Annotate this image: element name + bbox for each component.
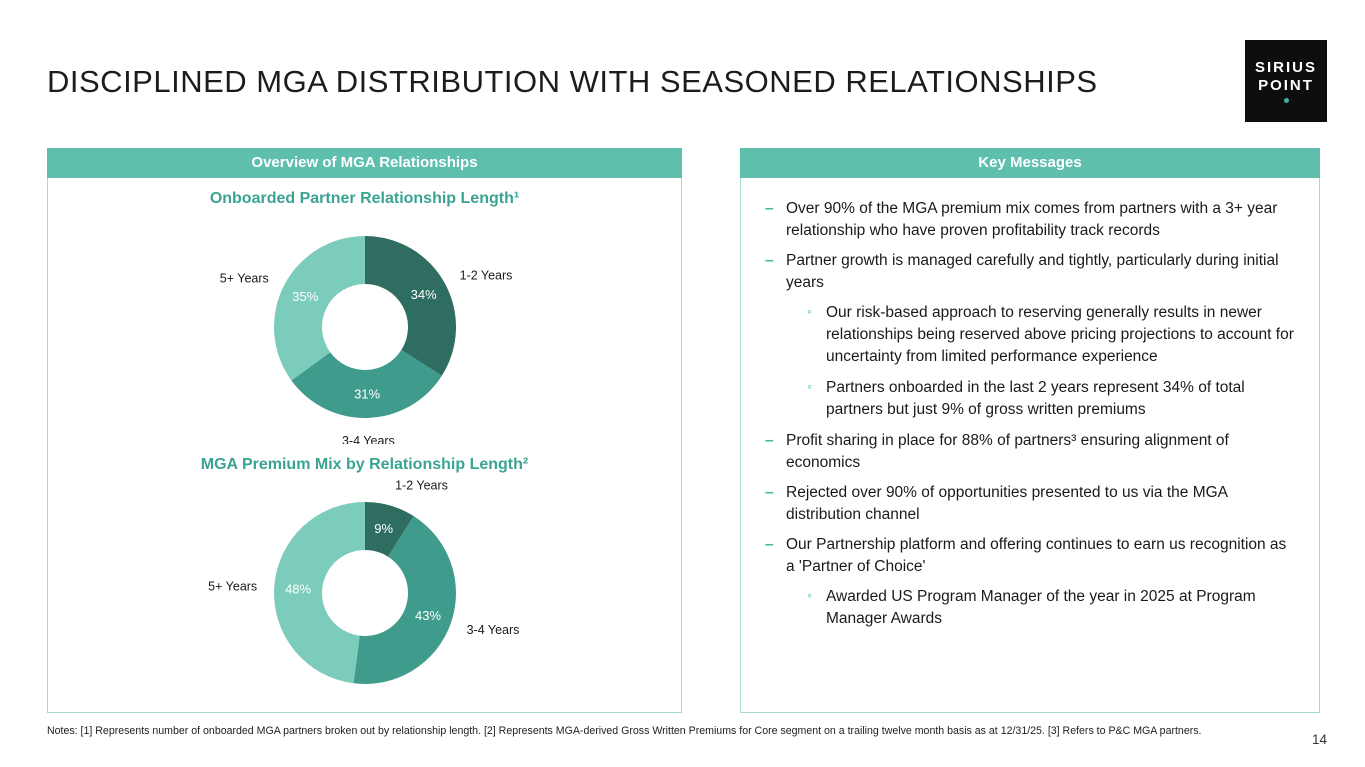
bullet-item: – Partner growth is managed carefully and… (765, 250, 1297, 294)
segment-category-label: 1-2 Years (395, 478, 448, 492)
dash-bullet-icon: – (765, 484, 774, 501)
segment-percent-label: 34% (410, 287, 436, 302)
donut-chart-partner-relationship-length: 34% 1-2 Years 31% 3-4 Years 35% 5+ Years (219, 236, 512, 444)
chart1-title: Onboarded Partner Relationship Length¹ (209, 190, 520, 207)
donut-segment-1-2-years (364, 502, 414, 557)
donut-segment-3-4-years (353, 516, 456, 684)
logo-dot-icon (1283, 98, 1289, 103)
donut-chart-premium-mix: 9% 1-2 Years 43% 3-4 Years 48% 5+ Years (208, 478, 519, 684)
circle-bullet-icon: ◦ (807, 303, 812, 319)
footnotes: Notes: [1] Represents number of onboarde… (47, 725, 1202, 737)
bullet-item: – Our Partnership platform and offering c… (765, 534, 1297, 578)
siriuspoint-logo: SIRIUS POINT (1245, 40, 1327, 122)
key-messages-panel-header: Key Messages (740, 148, 1320, 178)
segment-category-label: 3-4 Years (466, 623, 519, 637)
dash-bullet-icon: – (765, 200, 774, 217)
bullet-item: – Over 90% of the MGA premium mix comes f… (765, 198, 1297, 242)
donut-segment-5-years (273, 236, 365, 381)
dash-bullet-icon: – (765, 536, 774, 553)
segment-percent-label: 48% (285, 581, 311, 596)
overview-panel-header: Overview of MGA Relationships (47, 148, 682, 178)
circle-bullet-icon: ◦ (807, 378, 812, 394)
bullet-item: – Profit sharing in place for 88% of part… (765, 430, 1297, 474)
bullet-text: Partner growth is managed carefully and … (786, 252, 1279, 291)
slide-title: DISCIPLINED MGA DISTRIBUTION WITH SEASON… (47, 64, 1098, 99)
key-messages-panel: Key Messages – Over 90% of the MGA premiu… (740, 148, 1320, 713)
page-number: 14 (1311, 732, 1327, 747)
chart2-title: MGA Premium Mix by Relationship Length² (200, 456, 529, 473)
sub-bullet-item: ◦ Partners onboarded in the last 2 years … (807, 377, 1297, 421)
segment-percent-label: 9% (374, 521, 393, 536)
bullet-text: Over 90% of the MGA premium mix comes fr… (786, 200, 1278, 239)
logo-text-point: POINT (1258, 77, 1314, 94)
sub-bullet-item: ◦ Awarded US Program Manager of the year … (807, 586, 1297, 630)
sub-bullet-text: Partners onboarded in the last 2 years r… (826, 379, 1245, 418)
bullet-text: Profit sharing in place for 88% of partn… (786, 432, 1229, 471)
donut-segment-1-2-years (364, 236, 456, 376)
segment-percent-label: 43% (414, 608, 440, 623)
logo-text-sirius: SIRIUS (1254, 59, 1317, 76)
sub-bullet-text: Our risk-based approach to reserving gen… (826, 304, 1294, 365)
dash-bullet-icon: – (765, 432, 774, 449)
donut-segment-5-years (273, 502, 365, 684)
segment-category-label: 1-2 Years (459, 269, 512, 283)
segment-percent-label: 35% (292, 289, 318, 304)
sub-bullet-text: Awarded US Program Manager of the year i… (826, 588, 1256, 627)
donut-segment-3-4-years (290, 350, 442, 418)
dash-bullet-icon: – (765, 252, 774, 269)
key-messages-list: – Over 90% of the MGA premium mix comes f… (741, 178, 1319, 639)
segment-category-label: 5+ Years (219, 272, 268, 286)
segment-percent-label: 31% (354, 387, 380, 402)
overview-panel: Overview of MGA Relationships Onboarded … (47, 148, 682, 713)
bullet-item: – Rejected over 90% of opportunities pres… (765, 482, 1297, 526)
bullet-text: Rejected over 90% of opportunities prese… (786, 484, 1228, 523)
sub-bullet-item: ◦ Our risk-based approach to reserving ge… (807, 302, 1297, 368)
bullet-text: Our Partnership platform and offering co… (786, 536, 1287, 575)
segment-category-label: 5+ Years (208, 580, 257, 594)
overview-panel-body: Onboarded Partner Relationship Length¹ 3… (48, 178, 681, 710)
circle-bullet-icon: ◦ (807, 587, 812, 603)
segment-category-label: 3-4 Years (341, 434, 394, 444)
